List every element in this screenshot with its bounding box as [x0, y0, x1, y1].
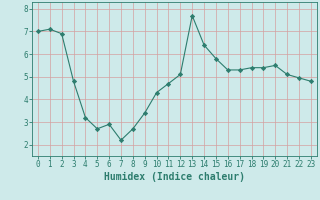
- X-axis label: Humidex (Indice chaleur): Humidex (Indice chaleur): [104, 172, 245, 182]
